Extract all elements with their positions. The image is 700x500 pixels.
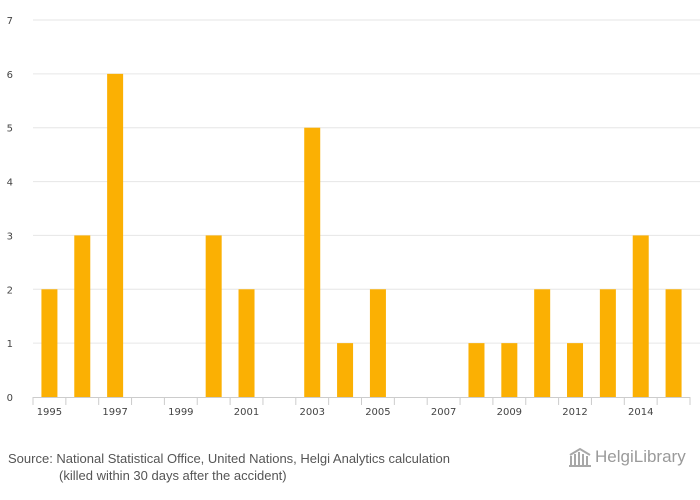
bar-2003 — [304, 127, 321, 397]
x-tick-label: 1999 — [168, 407, 193, 418]
logo-text: HelgiLibrary — [595, 447, 686, 466]
y-tick-label: 7 — [7, 16, 13, 27]
source-line-1: Source: National Statistical Office, Uni… — [8, 451, 450, 466]
bar-2001 — [238, 289, 255, 397]
bar-2004 — [337, 343, 354, 397]
y-tick-label: 0 — [7, 393, 13, 404]
bar-2010 — [534, 289, 551, 397]
y-axis-ticks: 0 1 2 3 4 5 6 7 — [7, 16, 13, 404]
bar-2014 — [632, 235, 649, 397]
x-tick-label: 1995 — [37, 407, 62, 418]
grid-lines — [33, 19, 700, 344]
y-tick-label: 2 — [7, 285, 13, 296]
bar-1996 — [74, 235, 91, 397]
x-axis: 1995 1997 1999 2001 2003 2005 2007 2009 2012 2014 — [32, 397, 691, 418]
x-tick-label: 2007 — [431, 407, 456, 418]
x-tick-label: 2014 — [628, 407, 653, 418]
x-tick-label: 1997 — [102, 407, 127, 418]
y-tick-label: 3 — [7, 231, 13, 242]
bar-2005 — [369, 289, 386, 397]
library-building-icon — [569, 447, 591, 467]
bar-1997 — [107, 73, 124, 397]
bar-2013 — [599, 289, 616, 397]
y-tick-label: 4 — [7, 178, 13, 189]
source-line-2: (killed within 30 days after the acciden… — [59, 468, 287, 483]
y-tick-label: 6 — [7, 70, 13, 81]
x-tick-label: 2009 — [497, 407, 522, 418]
bar-1995 — [41, 289, 58, 397]
x-tick-label: 2012 — [562, 407, 587, 418]
bar-2008 — [468, 343, 485, 397]
bar-2015 — [665, 289, 682, 397]
bar-chart: 0 1 2 3 4 5 6 7 1995 1997 1999 2001 2003 2005 2007 200… — [7, 16, 700, 418]
x-tick-label: 2003 — [299, 407, 324, 418]
y-tick-label: 1 — [7, 339, 13, 350]
bar-2012 — [567, 343, 584, 397]
bar-series — [41, 73, 682, 397]
x-tick-label: 2001 — [234, 407, 259, 418]
helgi-library-logo: HelgiLibrary — [568, 447, 686, 467]
x-tick-label: 2005 — [365, 407, 390, 418]
source-note: Source: National Statistical Office, Uni… — [8, 450, 450, 484]
bar-2009 — [501, 343, 518, 397]
bar-2000 — [205, 235, 222, 397]
y-tick-label: 5 — [7, 124, 13, 135]
